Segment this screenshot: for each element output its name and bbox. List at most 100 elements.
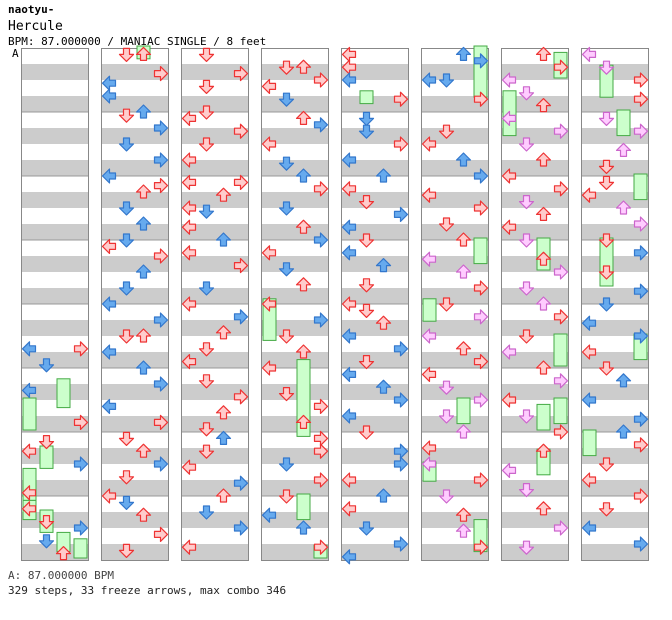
beat-stripe	[21, 512, 89, 528]
column-frame	[421, 48, 489, 561]
beat-stripe	[181, 320, 249, 336]
arrow-down-icon	[518, 483, 535, 498]
column-frame	[581, 48, 649, 561]
arrow-up-icon	[135, 46, 152, 62]
arrow-down-icon	[118, 281, 135, 296]
beat-stripe	[501, 288, 569, 304]
beat-stripe	[21, 224, 89, 240]
freeze-arrow	[616, 109, 631, 137]
arrow-down-icon	[598, 265, 615, 280]
arrow-right-icon	[473, 539, 489, 555]
arrow-right-icon	[153, 178, 169, 194]
beat-stripe	[421, 544, 489, 560]
beat-stripe	[501, 416, 569, 432]
arrow-left-icon	[181, 459, 197, 475]
beat-stripe	[261, 96, 329, 112]
chart-author: naotyu-	[8, 3, 55, 16]
arrow-right-icon	[233, 258, 249, 274]
beat-stripe	[341, 480, 409, 496]
arrow-right-icon	[233, 309, 249, 325]
beat-stripe	[181, 480, 249, 496]
arrow-right-icon	[393, 536, 409, 552]
arrow-down-icon	[118, 233, 135, 248]
beat-stripe	[421, 192, 489, 208]
arrow-up-icon	[135, 264, 152, 279]
beat-stripe	[341, 384, 409, 400]
arrow-up-icon	[535, 97, 552, 113]
arrow-left-icon	[421, 251, 437, 267]
arrow-up-icon	[535, 46, 552, 62]
arrow-up-icon	[295, 277, 312, 292]
arrow-left-icon	[581, 187, 597, 203]
arrow-down-icon	[118, 470, 135, 485]
section-label: A	[12, 47, 19, 60]
column-frame	[501, 48, 569, 561]
arrow-right-icon	[313, 117, 329, 133]
arrow-left-icon	[101, 488, 117, 504]
arrow-right-icon	[393, 206, 409, 222]
column-frame	[261, 48, 329, 561]
arrow-left-icon	[21, 501, 37, 517]
arrow-right-icon	[393, 136, 409, 152]
arrow-left-icon	[181, 245, 197, 261]
arrow-up-icon	[135, 104, 152, 119]
arrow-left-icon	[421, 187, 437, 203]
arrow-down-icon	[518, 281, 535, 296]
arrow-left-icon	[581, 472, 597, 488]
arrow-left-icon	[421, 440, 437, 456]
arrow-right-icon	[73, 520, 89, 536]
arrow-down-icon	[598, 175, 615, 190]
arrow-down-icon	[278, 489, 295, 504]
beat-stripe	[261, 288, 329, 304]
arrow-left-icon	[341, 549, 357, 565]
arrow-left-icon	[421, 72, 437, 88]
arrow-down-icon	[38, 358, 55, 373]
arrow-up-icon	[375, 315, 392, 330]
arrow-down-icon	[118, 431, 135, 446]
arrow-right-icon	[633, 488, 649, 504]
beat-stripe	[581, 192, 649, 208]
arrow-down-icon	[278, 60, 295, 75]
beat-stripe	[21, 64, 89, 80]
arrow-up-icon	[135, 184, 152, 199]
beat-stripe	[261, 480, 329, 496]
arrow-down-icon	[438, 409, 455, 424]
beat-stripe	[21, 288, 89, 304]
beat-stripe	[181, 192, 249, 208]
beat-stripe	[261, 448, 329, 464]
arrow-up-icon	[55, 545, 72, 561]
beat-stripe	[21, 128, 89, 144]
arrow-up-icon	[455, 341, 472, 356]
freeze-arrow	[553, 333, 568, 367]
arrow-left-icon	[341, 152, 357, 168]
beat-stripe	[181, 288, 249, 304]
arrow-left-icon	[21, 485, 37, 501]
beat-stripe	[581, 64, 649, 80]
beat-stripe	[581, 160, 649, 176]
arrow-left-icon	[421, 366, 437, 382]
beat-stripe	[261, 192, 329, 208]
arrow-up-icon	[455, 424, 472, 439]
arrow-up-icon	[535, 152, 552, 167]
beat-stripe	[581, 544, 649, 560]
arrow-right-icon	[153, 152, 169, 168]
arrow-up-icon	[215, 405, 232, 420]
arrow-up-icon	[455, 232, 472, 247]
arrow-left-icon	[341, 72, 357, 88]
arrow-down-icon	[198, 505, 215, 520]
arrow-up-icon	[375, 488, 392, 503]
freeze-arrow	[359, 90, 374, 105]
arrow-left-icon	[341, 181, 357, 197]
beat-stripe	[421, 320, 489, 336]
beat-stripe	[21, 320, 89, 336]
arrow-down-icon	[118, 47, 135, 63]
beat-stripe	[181, 448, 249, 464]
arrow-right-icon	[313, 443, 329, 459]
column-frame	[21, 48, 89, 561]
arrow-down-icon	[118, 495, 135, 510]
arrow-left-icon	[261, 360, 277, 376]
beat-stripe	[21, 544, 89, 560]
arrow-left-icon	[181, 174, 197, 190]
arrow-down-icon	[358, 124, 375, 139]
arrow-left-icon	[341, 219, 357, 235]
